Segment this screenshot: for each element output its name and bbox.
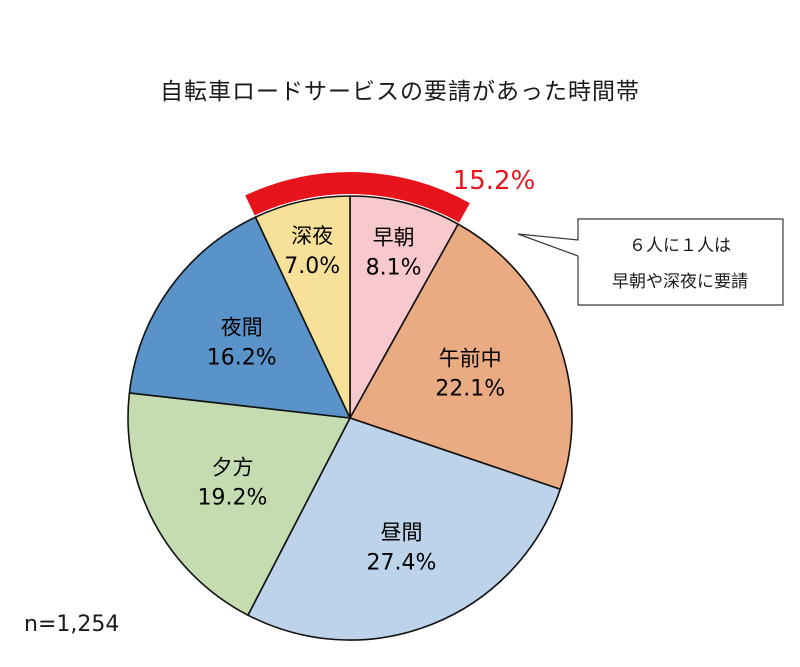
- callout-line-1: ６人に１人は: [629, 236, 731, 256]
- slice-value: 19.2%: [198, 486, 268, 511]
- slice-value: 16.2%: [207, 345, 277, 370]
- pie-slice: [349, 195, 459, 419]
- slice-label: 早朝: [373, 225, 415, 249]
- highlight-label: 15.2%: [453, 166, 536, 196]
- slice-label: 午前中: [439, 347, 502, 371]
- slice-label: 深夜: [291, 224, 333, 248]
- pie-slice: [128, 216, 351, 419]
- slice-label: 昼間: [380, 521, 422, 545]
- callout-line-2: 早朝や深夜に要請: [612, 272, 748, 292]
- slice-value: 7.0%: [284, 254, 340, 279]
- slice-label: 夜間: [221, 315, 263, 339]
- chart-title: 自転車ロードサービスの要請があった時間帯: [160, 79, 640, 105]
- slice-value: 22.1%: [435, 377, 505, 402]
- pie-slice: [254, 195, 351, 419]
- callout-box: [517, 218, 784, 306]
- slice-value: 8.1%: [366, 255, 422, 280]
- callout-text: ６人に１人は 早朝や深夜に要請: [585, 228, 775, 300]
- sample-size-label: n=1,254: [24, 612, 120, 637]
- pie-slice: [247, 417, 562, 641]
- pie-slice: [349, 223, 573, 491]
- slice-label: 夕方: [211, 456, 253, 480]
- slice-value: 27.4%: [367, 551, 437, 576]
- highlight-band: [245, 172, 470, 223]
- pie-slice: [127, 392, 351, 616]
